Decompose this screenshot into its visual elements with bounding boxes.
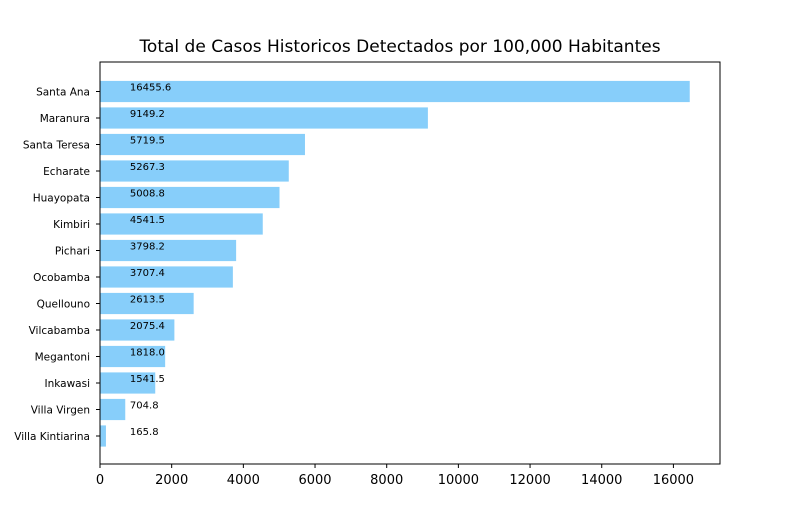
data-label: 9149.2	[130, 109, 165, 120]
data-label: 3707.4	[130, 268, 165, 279]
y-tick-label: Maranura	[40, 113, 90, 125]
y-axis-ticks: Santa Ana Maranura Santa Teresa Echarate Hua…	[14, 87, 100, 443]
chart-title: Total de Casos Historicos Detectados por…	[138, 37, 660, 57]
bars-layer	[100, 80, 690, 447]
data-label: 2075.4	[130, 321, 165, 332]
bar	[100, 107, 428, 129]
y-tick-label: Santa Ana	[36, 87, 90, 99]
x-tick-label: 6000	[298, 473, 331, 488]
x-tick-label: 8000	[370, 473, 403, 488]
data-label: 1818.0	[130, 348, 165, 359]
bar	[100, 425, 106, 447]
bar	[100, 345, 166, 368]
y-tick-label: Pichari	[55, 246, 90, 258]
y-tick-label: Vilcabamba	[29, 325, 90, 337]
bar	[100, 398, 126, 421]
data-label: 5719.5	[130, 136, 165, 147]
y-tick-label: Villa Kintiarina	[14, 431, 90, 443]
y-tick-label: Santa Teresa	[23, 140, 90, 152]
bar	[100, 292, 194, 315]
data-label: 5267.3	[130, 162, 165, 173]
x-tick-label: 14000	[581, 473, 622, 488]
x-axis-ticks: 0 2000 4000 6000 8000 10000 12000 14000 16000	[96, 464, 694, 488]
data-label: 2613.5	[130, 295, 165, 306]
x-tick-label: 0	[96, 473, 104, 488]
data-label: 5008.8	[130, 189, 165, 200]
bar	[100, 266, 233, 288]
data-label: 3798.2	[130, 242, 165, 253]
y-tick-label: Kimbiri	[53, 219, 90, 231]
x-tick-label: 12000	[509, 473, 550, 488]
bar	[100, 213, 263, 235]
y-tick-label: Villa Virgen	[31, 405, 90, 417]
value-labels-layer: 16455.6 9149.2 5719.5 5267.3 5008.8 4541.5 379…	[130, 83, 171, 439]
y-tick-label: Huayopata	[33, 193, 90, 205]
bar	[100, 319, 175, 341]
x-tick-label: 10000	[438, 473, 479, 488]
bar	[100, 186, 280, 209]
bar	[100, 239, 237, 262]
data-label: 1541.5	[130, 374, 165, 385]
bar	[100, 133, 305, 156]
y-tick-label: Echarate	[43, 166, 90, 178]
y-tick-label: Ocobamba	[33, 272, 90, 284]
y-tick-label: Quellouno	[37, 299, 90, 311]
x-tick-label: 16000	[653, 473, 694, 488]
data-label: 165.8	[130, 427, 159, 438]
bar	[100, 80, 690, 103]
bar	[100, 372, 156, 394]
data-label: 4541.5	[130, 215, 165, 226]
plot-frame	[99, 61, 721, 465]
data-label: 16455.6	[130, 83, 171, 94]
y-tick-label: Inkawasi	[45, 378, 91, 390]
bar	[100, 160, 289, 182]
x-tick-label: 2000	[155, 473, 188, 488]
data-label: 704.8	[130, 401, 159, 412]
x-tick-label: 4000	[227, 473, 260, 488]
y-tick-label: Megantoni	[35, 352, 90, 364]
